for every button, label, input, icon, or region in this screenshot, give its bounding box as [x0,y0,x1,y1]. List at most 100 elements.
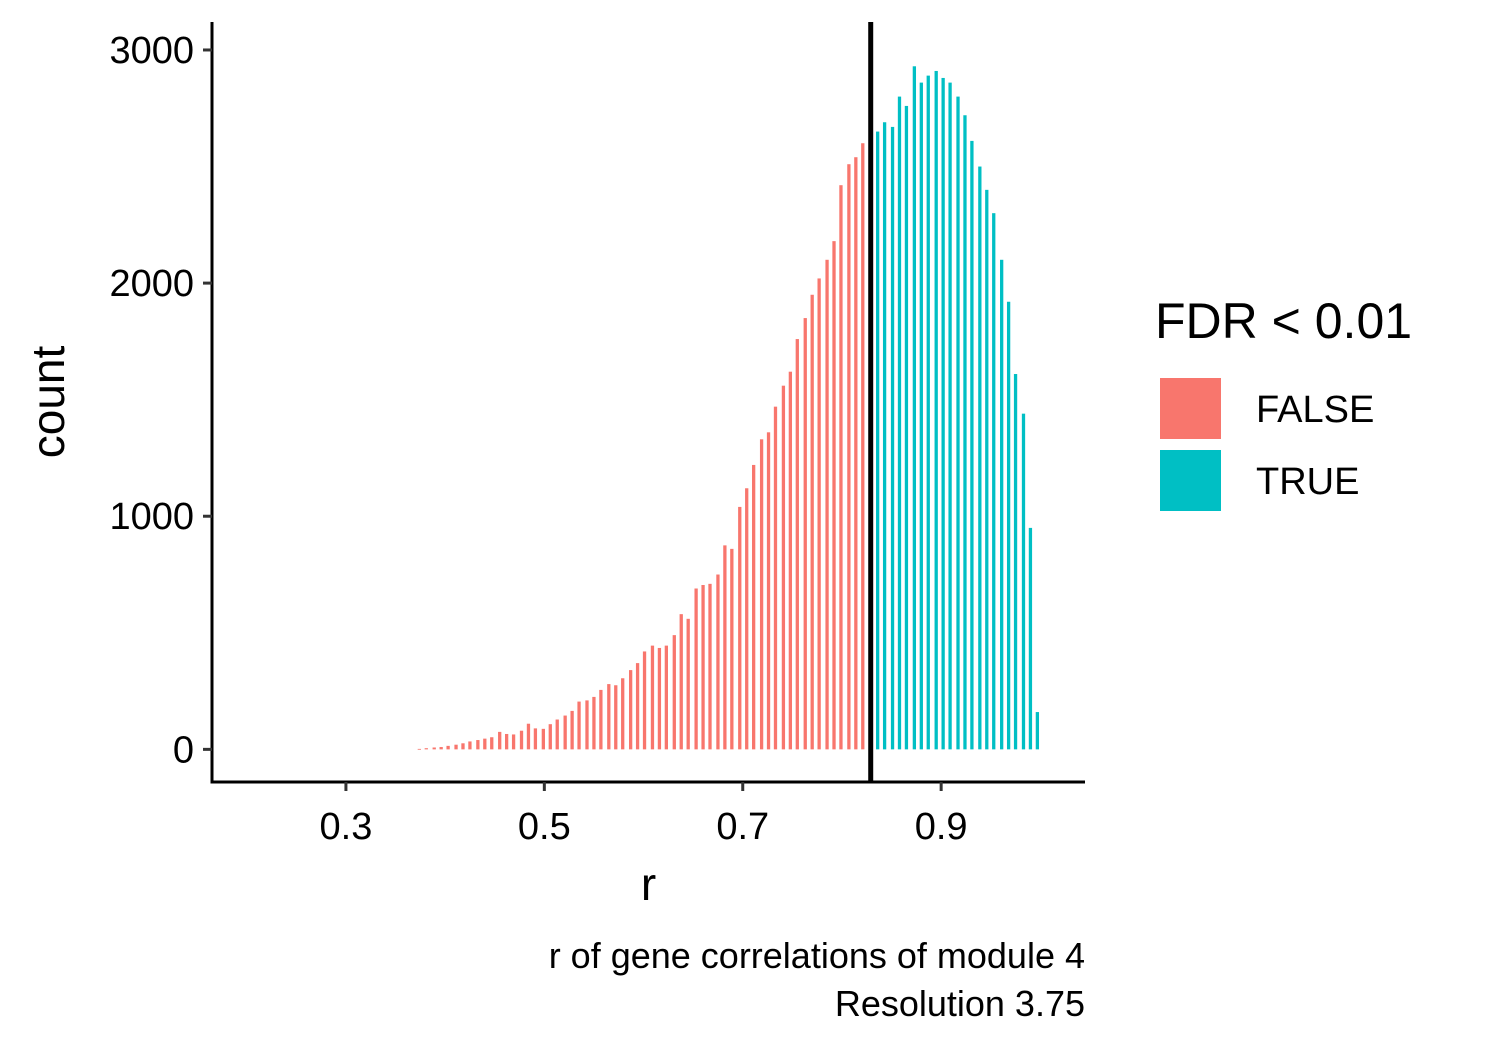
histogram-bar-true [1028,527,1033,750]
y-tick-label: 3000 [109,30,194,72]
histogram-bar-true [876,131,880,750]
histogram-bar-false [446,745,450,750]
histogram-bar-false [723,545,727,750]
histogram-bar-false [511,734,516,750]
bars-layer [417,66,1040,750]
histogram-bar-false [766,432,771,750]
histogram-bar-true [963,115,967,750]
histogram-bar-false [432,747,436,750]
histogram-bar-false [607,684,611,750]
histogram-bar-false [847,164,851,750]
histogram-bar-true [985,189,989,750]
histogram-bar-true [1006,301,1011,750]
caption-line: Resolution 3.75 [835,983,1085,1024]
legend-label: TRUE [1256,461,1359,503]
histogram-bar-true [970,140,974,750]
x-tick-label: 0.7 [716,806,769,848]
histogram-bar-false [621,678,625,750]
histogram-bar-false [454,744,458,750]
histogram-bar-true [897,96,902,750]
histogram-bar-false [642,651,647,750]
histogram-bar-false [650,645,655,750]
x-tick-label: 0.5 [518,806,571,848]
y-tick-label: 2000 [109,263,194,305]
histogram-bar-true [890,126,895,750]
histogram-bar-true [926,75,930,750]
y-axis-title: count [22,346,74,459]
histogram-bar-false [555,719,559,750]
histogram-bar-true [978,166,982,750]
histogram-bar-true [1021,413,1026,750]
histogram-bar-false [533,728,538,750]
legend: FDR < 0.01 FALSE TRUE [1155,293,1412,511]
legend-title: FDR < 0.01 [1155,293,1412,349]
histogram-bar-false [548,724,552,750]
histogram-bar-true [941,77,945,750]
histogram-bar-false [461,743,465,750]
histogram-bar-true [919,82,923,750]
histogram-bar-false [686,618,690,750]
histogram-bar-false [795,339,799,750]
histogram-bar-false [803,318,807,750]
y-tick-label: 1000 [109,496,194,538]
x-tick-label: 0.3 [320,806,373,848]
histogram-bar-false [635,663,640,750]
histogram-bar-false [468,741,472,750]
histogram-bar-false [832,241,836,750]
histogram-bar-false [614,685,618,750]
histogram-bar-false [439,747,443,750]
histogram-bar-false [781,385,786,750]
histogram-bar-false [498,731,502,750]
histogram-bar-false [679,614,683,750]
histogram-bar-false [585,700,589,750]
histogram-bar-true [882,122,887,750]
legend-key [1160,378,1221,439]
histogram-bar-false [541,728,545,750]
histogram-bar-false [490,737,494,750]
histogram-bar-false [664,645,668,750]
histogram-bar-false [839,185,843,750]
histogram-bar-false [526,723,531,750]
histogram-bar-false [817,278,821,750]
histogram-bar-false [599,689,603,750]
histogram-bar-false [657,647,662,750]
histogram-bar-true [1000,259,1004,750]
histogram-bar-false [716,574,720,750]
histogram-bar-false [672,635,676,750]
histogram-bar-false [788,371,793,750]
x-axis-title: r [641,858,656,910]
histogram-bar-true [1013,374,1018,750]
histogram-bar-true [912,66,917,750]
histogram-bar-false [854,157,858,750]
histogram-bar-true [956,96,960,750]
histogram-bar-false [694,588,698,750]
histogram-bar-false [504,733,509,750]
histogram-bar-false [483,738,487,750]
histogram-bar-false [424,748,428,750]
histogram-bar-false [759,439,764,750]
x-tick-label: 0.9 [915,806,968,848]
histogram-bar-false [629,670,633,750]
histogram-bar-false [738,506,742,750]
legend-key [1160,450,1221,511]
histogram-bar-false [417,748,421,750]
histogram-bar-true [934,70,938,750]
legend-label: FALSE [1256,389,1374,431]
histogram-bar-false [752,464,756,750]
histogram-bar-false [730,548,734,750]
caption-line: r of gene correlations of module 4 [549,935,1085,976]
histogram-bar-false [773,406,778,750]
histogram-bar-true [904,105,909,750]
histogram-bar-true [1035,712,1040,750]
histogram-bar-true [992,213,996,750]
histogram-bar-true [948,82,952,750]
labels-layer: 0 1000 2000 3000 0.3 0.5 0.7 0.9 r count r of gene… [22,30,1085,1024]
axes-layer [203,22,1085,791]
histogram-bar-false [810,294,814,750]
y-tick-label: 0 [173,729,194,771]
histogram-bar-false [825,259,829,750]
histogram-bar-false [745,488,749,750]
histogram-bar-false [476,740,480,750]
